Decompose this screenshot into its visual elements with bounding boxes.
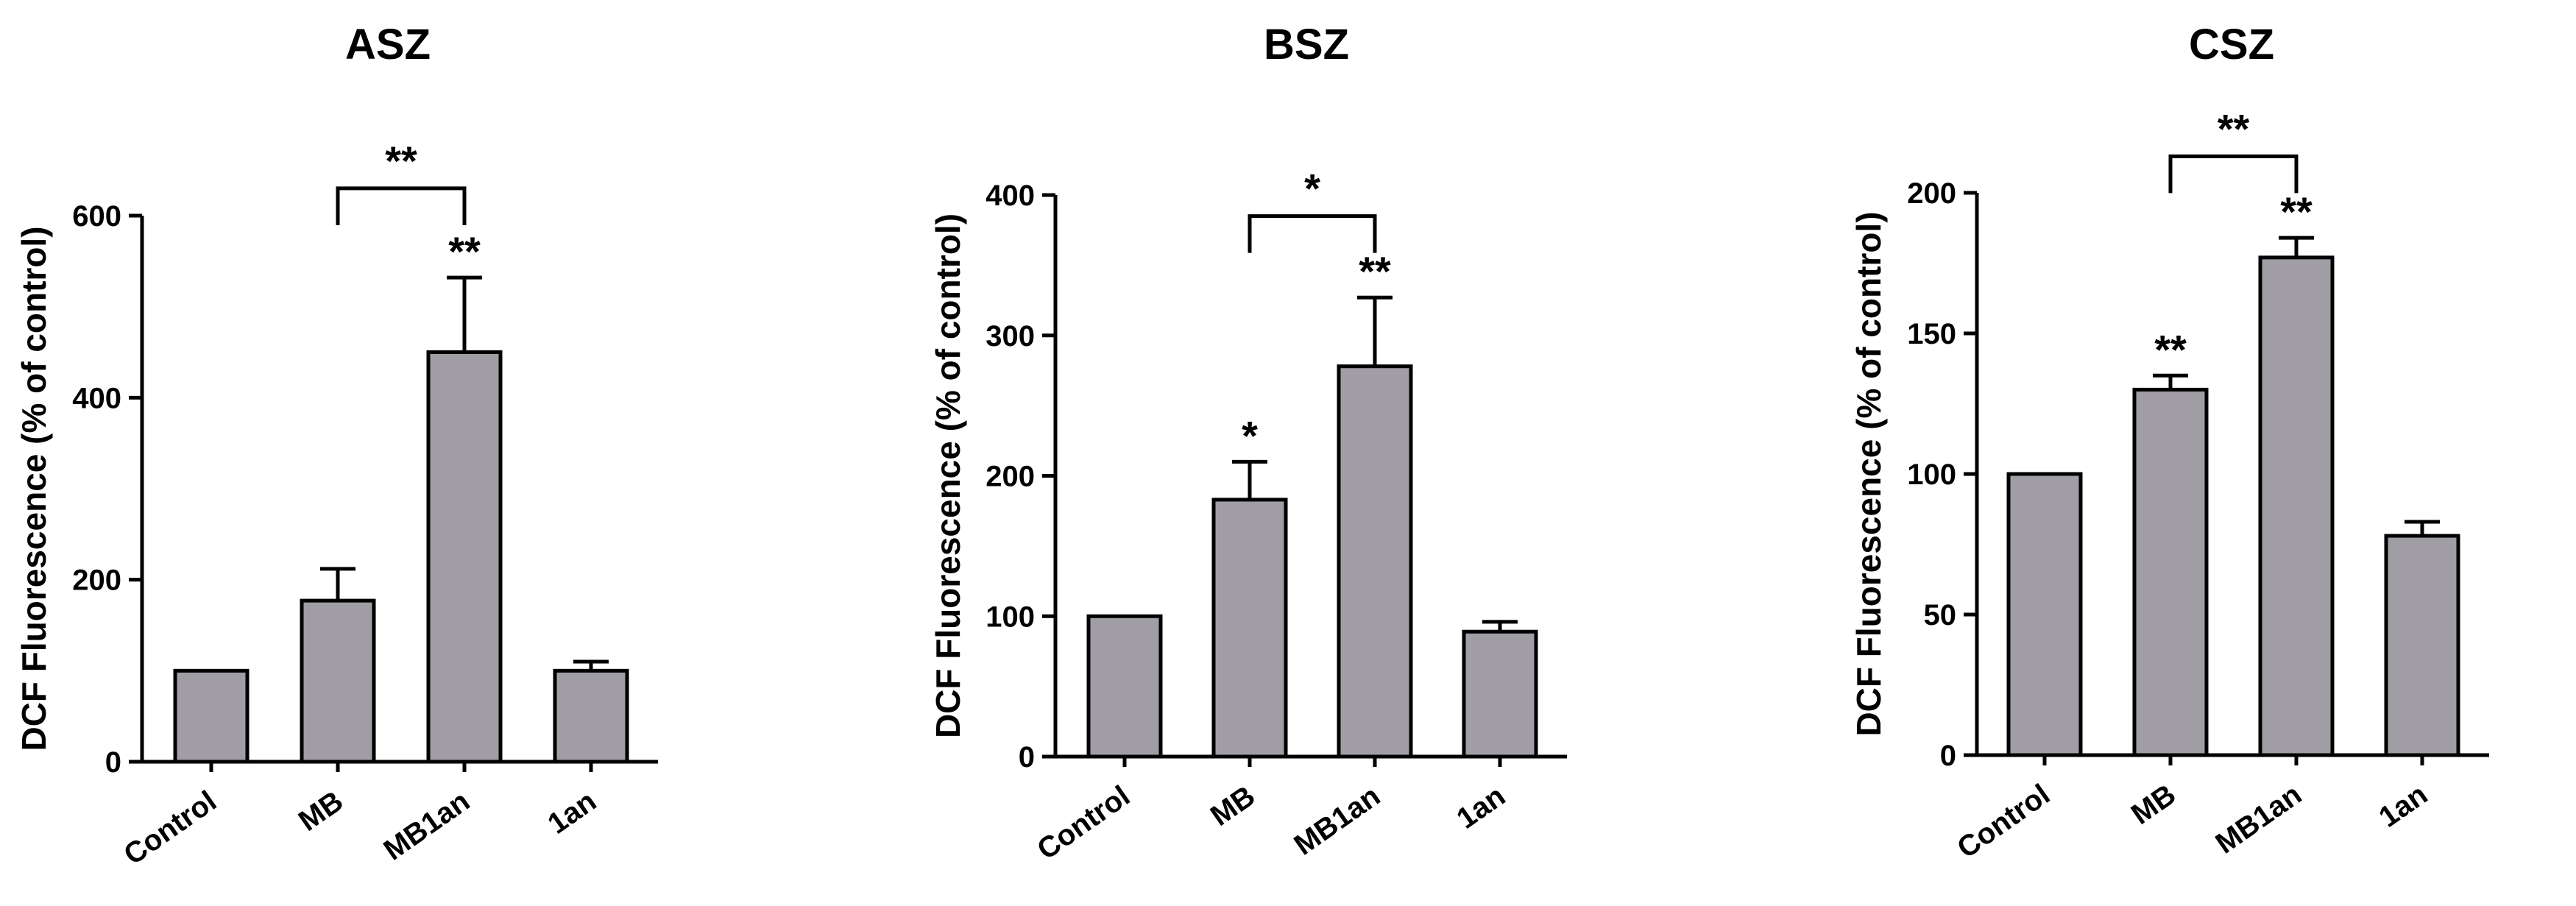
- bar: [2132, 387, 2209, 757]
- x-tick-label: 1an: [542, 785, 602, 840]
- y-tick-label: 100: [986, 601, 1035, 633]
- x-tick-label: MB: [2126, 778, 2182, 831]
- bracket-label: **: [385, 138, 417, 184]
- x-tick-label: Control: [118, 785, 222, 871]
- y-tick-label: 50: [1924, 599, 1957, 631]
- significance-label: **: [2280, 188, 2313, 235]
- y-tick-label: 200: [986, 461, 1035, 493]
- bar: [2006, 472, 2083, 757]
- y-tick-label: 0: [105, 746, 121, 779]
- chart-title: BSZ: [1264, 21, 1349, 68]
- x-tick-label: MB: [293, 785, 349, 838]
- y-tick-label: 400: [986, 180, 1035, 212]
- significance-label: *: [1242, 412, 1258, 459]
- y-tick-label: 600: [72, 200, 121, 233]
- bar: [1462, 629, 1538, 759]
- bar: [2384, 534, 2460, 757]
- y-tick-label: 0: [1940, 740, 1956, 772]
- significance-label: **: [1359, 248, 1391, 294]
- x-tick-label: 1an: [2373, 778, 2433, 834]
- bar: [1337, 364, 1413, 759]
- significance-bracket: [2168, 154, 2299, 194]
- y-tick-label: 200: [1907, 177, 1956, 210]
- y-axis-label: DCF Fluorescence (% of control): [929, 213, 967, 738]
- bar: [1211, 498, 1288, 759]
- bar: [553, 668, 629, 764]
- y-tick-label: 100: [1907, 459, 1956, 491]
- bar: [1086, 614, 1163, 759]
- significance-bracket: [336, 186, 467, 225]
- x-tick-label: Control: [1951, 778, 2056, 865]
- bar: [426, 350, 503, 764]
- x-tick-label: MB1an: [378, 785, 476, 866]
- x-tick-label: MB1an: [2210, 778, 2308, 860]
- y-tick-label: 200: [72, 565, 121, 597]
- x-tick-label: MB1an: [1289, 779, 1387, 861]
- y-tick-label: 150: [1907, 318, 1956, 350]
- x-tick-label: Control: [1031, 779, 1136, 866]
- y-axis-label: DCF Fluorescence (% of control): [15, 226, 53, 751]
- bar: [173, 668, 250, 764]
- y-tick-label: 0: [1019, 741, 1035, 774]
- bracket-label: **: [2218, 105, 2250, 152]
- y-tick-label: 400: [72, 382, 121, 414]
- chart-title: CSZ: [2189, 21, 2274, 68]
- bar: [300, 598, 376, 764]
- y-tick-label: 300: [986, 320, 1035, 353]
- x-tick-label: 1an: [1451, 779, 1511, 835]
- significance-label: **: [448, 228, 481, 275]
- bar: [2258, 255, 2335, 757]
- x-tick-label: MB: [1205, 779, 1261, 832]
- y-axis-label: DCF Fluorescence (% of control): [1850, 211, 1888, 736]
- bracket-label: *: [1304, 166, 1320, 212]
- chart-title: ASZ: [345, 21, 431, 68]
- significance-label: **: [2154, 326, 2187, 372]
- significance-bracket: [1248, 214, 1377, 253]
